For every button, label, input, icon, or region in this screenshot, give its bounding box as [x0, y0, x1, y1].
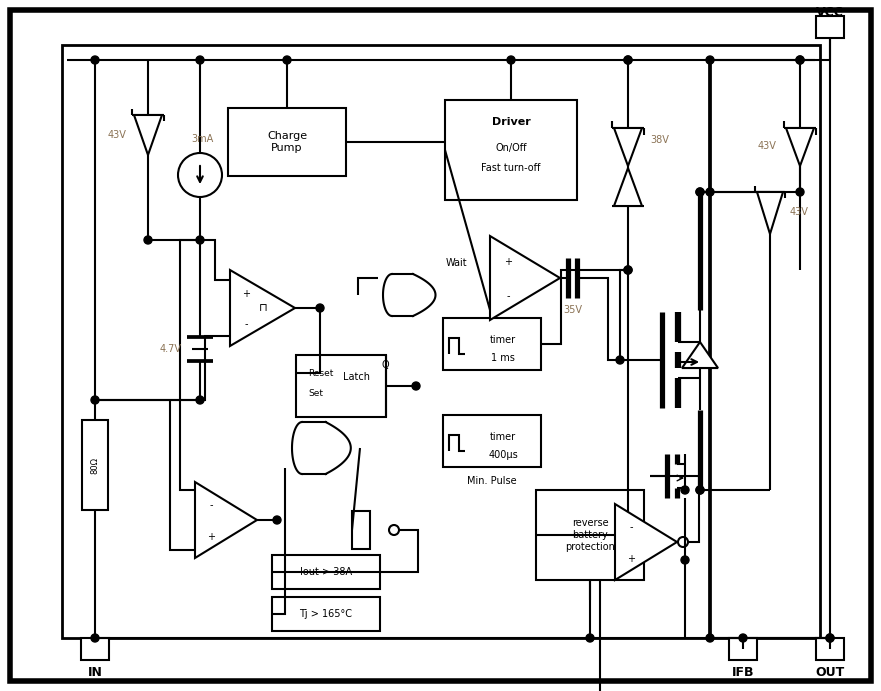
Bar	[352, 511, 370, 549]
Text: +: +	[504, 257, 512, 267]
Text: 3mA: 3mA	[191, 134, 213, 144]
Bar	[296, 355, 386, 417]
Circle shape	[624, 56, 632, 64]
Bar	[62, 45, 820, 638]
Polygon shape	[614, 128, 642, 166]
Text: Tj > 165°C: Tj > 165°C	[300, 609, 352, 619]
Circle shape	[826, 634, 834, 642]
Polygon shape	[195, 482, 257, 558]
Bar	[816, 16, 844, 38]
Bar	[252, 298, 274, 318]
Text: VCC: VCC	[816, 6, 844, 19]
Circle shape	[681, 556, 689, 564]
Bar	[443, 415, 541, 467]
Bar	[81, 638, 109, 660]
Circle shape	[507, 56, 515, 64]
Text: +: +	[242, 289, 250, 299]
Circle shape	[796, 56, 804, 64]
Text: IFB: IFB	[732, 665, 754, 679]
Circle shape	[739, 634, 747, 642]
Text: Set: Set	[308, 388, 323, 397]
Text: IN: IN	[87, 665, 102, 679]
Circle shape	[706, 634, 714, 642]
Text: 400μs: 400μs	[488, 450, 518, 460]
Text: 43V: 43V	[790, 207, 809, 217]
Polygon shape	[614, 168, 642, 206]
Text: ⊓: ⊓	[259, 303, 267, 313]
Text: -: -	[244, 319, 248, 329]
Text: 35V: 35V	[564, 305, 582, 315]
Circle shape	[586, 634, 594, 642]
Text: Fast turn-off: Fast turn-off	[481, 163, 541, 173]
Text: Latch: Latch	[343, 372, 369, 382]
Circle shape	[696, 188, 704, 196]
Circle shape	[91, 396, 99, 404]
Polygon shape	[230, 270, 295, 346]
Bar	[536, 490, 644, 580]
Circle shape	[796, 188, 804, 196]
Circle shape	[706, 56, 714, 64]
Bar	[729, 638, 757, 660]
Text: 38V: 38V	[650, 135, 669, 145]
Text: reverse
battery
protection: reverse battery protection	[565, 518, 615, 551]
Text: On/Off: On/Off	[495, 143, 527, 153]
Text: 43V: 43V	[107, 130, 126, 140]
Text: Iout > 38A: Iout > 38A	[300, 567, 352, 577]
Polygon shape	[615, 504, 677, 580]
Text: -: -	[210, 500, 212, 510]
Circle shape	[196, 396, 204, 404]
Text: Q: Q	[382, 360, 389, 370]
Text: +: +	[207, 532, 215, 542]
Text: 4.7V: 4.7V	[160, 344, 182, 354]
Circle shape	[412, 382, 420, 390]
Circle shape	[283, 56, 291, 64]
Circle shape	[696, 486, 704, 494]
Circle shape	[706, 188, 714, 196]
Text: timer: timer	[490, 335, 516, 345]
Bar	[228, 108, 346, 176]
Text: Driver: Driver	[492, 117, 530, 127]
Bar	[272, 555, 380, 589]
Circle shape	[696, 486, 704, 494]
Circle shape	[91, 56, 99, 64]
Text: -: -	[507, 291, 510, 301]
Circle shape	[624, 266, 632, 274]
Polygon shape	[682, 342, 718, 368]
Circle shape	[316, 304, 324, 312]
Bar	[272, 597, 380, 631]
Polygon shape	[134, 115, 162, 155]
Text: Wait: Wait	[445, 258, 467, 268]
Text: Min. Pulse: Min. Pulse	[467, 476, 517, 486]
Bar	[443, 318, 541, 370]
Text: 43V: 43V	[757, 141, 776, 151]
Circle shape	[196, 56, 204, 64]
Text: 1 ms: 1 ms	[491, 353, 515, 363]
Text: Reset: Reset	[308, 368, 333, 377]
Text: +: +	[627, 554, 635, 564]
Circle shape	[796, 56, 804, 64]
Circle shape	[826, 634, 834, 642]
Circle shape	[196, 236, 204, 244]
Circle shape	[624, 56, 632, 64]
Polygon shape	[757, 192, 783, 234]
Circle shape	[616, 356, 624, 364]
Circle shape	[273, 516, 281, 524]
Bar	[816, 638, 844, 660]
Text: timer: timer	[490, 432, 516, 442]
Bar	[82, 420, 108, 510]
Polygon shape	[786, 128, 814, 166]
Text: Charge
Pump: Charge Pump	[267, 131, 307, 153]
Circle shape	[144, 236, 152, 244]
Polygon shape	[490, 236, 560, 320]
Circle shape	[696, 188, 704, 196]
Circle shape	[624, 266, 632, 274]
Text: -: -	[629, 522, 633, 532]
Text: OUT: OUT	[816, 665, 845, 679]
Text: 80Ω: 80Ω	[91, 457, 100, 473]
Circle shape	[91, 634, 99, 642]
Bar	[445, 100, 577, 200]
Circle shape	[681, 486, 689, 494]
